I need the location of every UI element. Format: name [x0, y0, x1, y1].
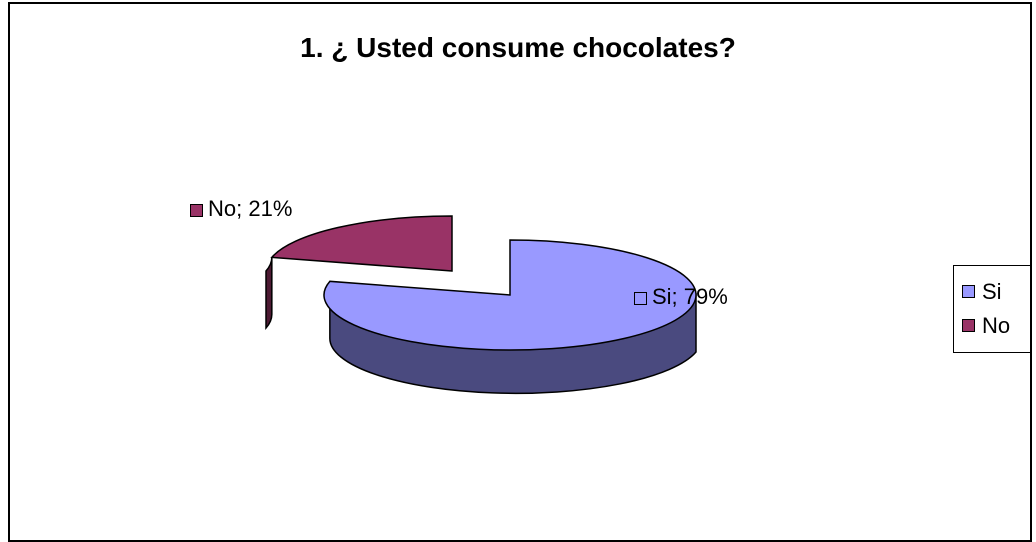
legend-label-no: No [982, 313, 1011, 338]
pie-chart [265, 215, 697, 395]
label-swatch-si [634, 292, 647, 305]
slice-si-top [323, 239, 697, 351]
legend-label-si: Si [982, 279, 1002, 304]
label-swatch-no [190, 204, 203, 217]
chart-title: 1. ¿ Usted consume chocolates? [300, 32, 736, 63]
slice-no-side [265, 257, 273, 331]
data-label-no: No; 21% [208, 196, 293, 221]
legend-swatch-no [962, 319, 975, 332]
legend-swatch-si [962, 285, 975, 298]
chart-legend: Si No [953, 265, 1031, 353]
slice-no-top [270, 215, 453, 272]
data-label-si: Si; 79% [652, 284, 728, 309]
